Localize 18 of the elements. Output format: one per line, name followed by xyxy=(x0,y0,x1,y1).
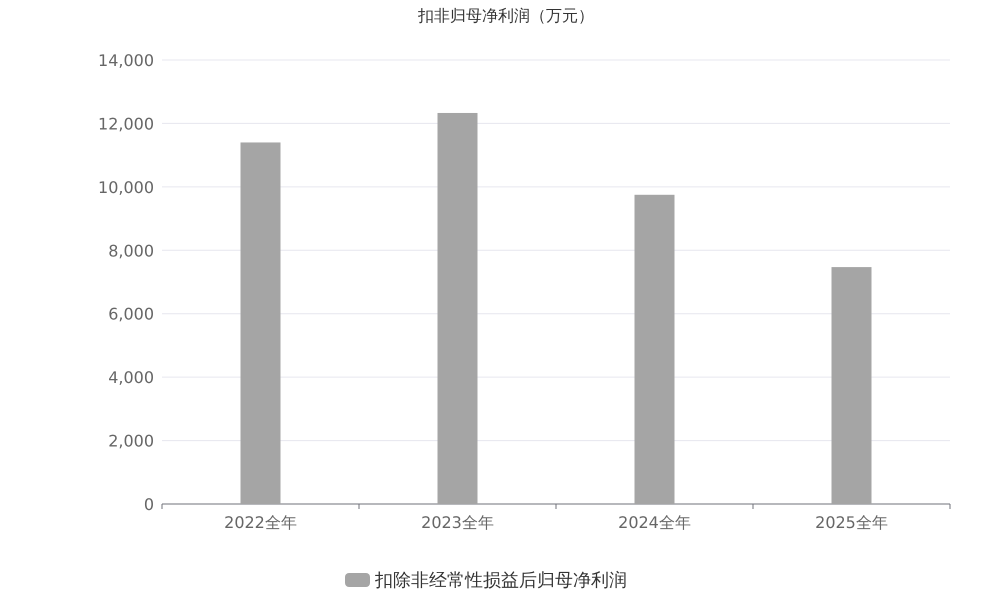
y-tick-label: 6,000 xyxy=(108,304,154,324)
bar xyxy=(634,194,674,504)
bar xyxy=(438,112,478,504)
x-tick-label: 2023全年 xyxy=(421,513,494,532)
chart-title: 扣非归母净利润（万元） xyxy=(417,6,594,25)
bar xyxy=(832,267,872,504)
y-tick-label: 2,000 xyxy=(108,432,154,451)
y-tick-label: 8,000 xyxy=(108,241,154,260)
y-tick-label: 0 xyxy=(144,495,154,514)
legend: 扣除非经常性损益后归母净利润 xyxy=(345,570,627,591)
x-tick-label: 2024全年 xyxy=(618,513,691,532)
y-tick-label: 4,000 xyxy=(108,368,154,388)
y-tick-label: 10,000 xyxy=(98,178,154,197)
bar xyxy=(240,142,280,504)
x-tick-label: 2022全年 xyxy=(224,513,297,532)
y-tick-label: 12,000 xyxy=(98,114,154,134)
y-tick-label: 14,000 xyxy=(98,51,154,70)
x-tick-label: 2025全年 xyxy=(815,513,888,532)
